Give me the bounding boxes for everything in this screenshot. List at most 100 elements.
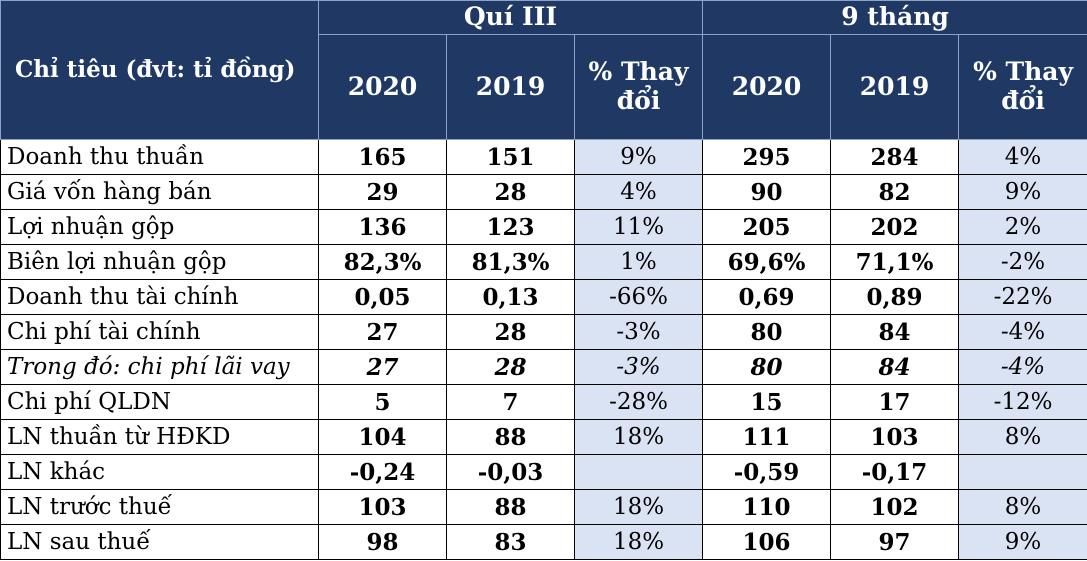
q3-pct-cell: 18%: [573, 419, 704, 455]
q3-pct-cell: [573, 454, 704, 490]
q3-pct-cell: 1%: [573, 244, 704, 280]
9m-2020-cell: 90: [702, 174, 832, 210]
9m-2020-cell: 106: [702, 524, 832, 560]
q3-2020-cell: 136: [318, 209, 447, 245]
q3-pct-cell: -66%: [573, 279, 704, 315]
q3-2020-cell: 27: [318, 349, 447, 385]
q3-2019-cell: 83: [446, 524, 575, 560]
9m-2020-cell: 111: [702, 419, 832, 455]
9m-2020-cell: 80: [702, 349, 832, 385]
q3-2020-cell: 104: [318, 419, 447, 455]
9m-2020-cell: 295: [702, 139, 832, 175]
q3-2020-cell: 82,3%: [318, 244, 447, 280]
q3-2020-cell: -0,24: [318, 454, 447, 490]
9m-pct-cell: -12%: [958, 384, 1087, 420]
9m-pct-cell: -4%: [958, 349, 1087, 385]
9m-2019-cell: 82: [830, 174, 960, 210]
9m-2019-cell: 103: [830, 419, 960, 455]
9m-pct-cell: -2%: [958, 244, 1087, 280]
row-name: Biên lợi nhuận gộp: [0, 244, 319, 280]
9m-2020-cell: 80: [702, 314, 832, 350]
9m-2019-cell: 102: [830, 489, 960, 525]
9m-2019-cell: -0,17: [830, 454, 960, 490]
row-name: Lợi nhuận gộp: [0, 209, 319, 245]
row-name: LN thuần từ HĐKD: [0, 419, 319, 455]
table-row: LN thuần từ HĐKD 104 88 18% 111 103 8%: [0, 419, 1087, 455]
q3-2020-cell: 165: [318, 139, 447, 175]
q3-2020-cell: 98: [318, 524, 447, 560]
9m-2020-cell: 15: [702, 384, 832, 420]
9m-pct-cell: 9%: [958, 174, 1087, 210]
9m-pct-cell: 8%: [958, 489, 1087, 525]
9m-2019-cell: 71,1%: [830, 244, 960, 280]
9m-2019-cell: 84: [830, 349, 960, 385]
row-name: LN khác: [0, 454, 319, 490]
9m-pct-cell: 8%: [958, 419, 1087, 455]
q3-2019-cell: 88: [446, 489, 575, 525]
q3-2019-header: 2019: [446, 34, 575, 140]
9m-pct-cell: 9%: [958, 524, 1087, 560]
q3-pct-cell: -3%: [573, 314, 704, 350]
q3-pct-cell: 11%: [573, 209, 704, 245]
9m-pct-cell: -22%: [958, 279, 1087, 315]
9m-2019-cell: 84: [830, 314, 960, 350]
row-name: Chi phí QLDN: [0, 384, 319, 420]
table-row: LN sau thuế 98 83 18% 106 97 9%: [0, 524, 1087, 560]
9m-pct-cell: [958, 454, 1087, 490]
q3-2020-cell: 27: [318, 314, 447, 350]
table-row: Biên lợi nhuận gộp 82,3% 81,3% 1% 69,6% 71,1%…: [0, 244, 1087, 280]
table-row: Lợi nhuận gộp 136 123 11% 205 202 2%: [0, 209, 1087, 245]
9m-2019-header: 2019: [830, 34, 960, 140]
q3-pct-cell: -3%: [573, 349, 704, 385]
row-name: Doanh thu thuần: [0, 139, 319, 175]
q3-pct-cell: 4%: [573, 174, 704, 210]
9m-2019-cell: 202: [830, 209, 960, 245]
row-label-header: Chỉ tiêu (đvt: tỉ đồng): [0, 0, 319, 140]
row-name: Chi phí tài chính: [0, 314, 319, 350]
q3-2019-cell: 81,3%: [446, 244, 575, 280]
q3-group-header: Quí III: [317, 0, 704, 35]
q3-pct-cell: 18%: [573, 489, 704, 525]
table-row: Doanh thu tài chính 0,05 0,13 -66% 0,69 0,89-…: [0, 279, 1087, 315]
9m-pct-cell: -4%: [958, 314, 1087, 350]
q3-pct-cell: 18%: [573, 524, 704, 560]
q3-2019-cell: 28: [446, 314, 575, 350]
table-row: LN khác -0,24 -0,03 -0,59 -0,17: [0, 454, 1087, 490]
9m-2020-cell: 69,6%: [702, 244, 832, 280]
q3-2020-cell: 103: [318, 489, 447, 525]
q3-2020-cell: 5: [318, 384, 447, 420]
table-row: Chi phí QLDN 5 7 -28% 15 17 -12%: [0, 384, 1087, 420]
9m-2019-cell: 17: [830, 384, 960, 420]
9m-2020-header: 2020: [702, 34, 832, 140]
q3-pct-cell: -28%: [573, 384, 704, 420]
9m-pct-header: % Thay đổi: [958, 34, 1087, 140]
q3-2019-cell: 88: [446, 419, 575, 455]
q3-2020-header: 2020: [318, 34, 447, 140]
table-row: Trong đó: chi phí lãi vay 27 28 -3% 80 84 -4%: [0, 349, 1087, 385]
9m-2020-cell: 110: [702, 489, 832, 525]
table-row: LN trước thuế 103 88 18% 110 102 8%: [0, 489, 1087, 525]
9m-2020-cell: -0,59: [702, 454, 832, 490]
row-name: LN trước thuế: [0, 489, 319, 525]
9m-pct-cell: 4%: [958, 139, 1087, 175]
9m-2019-cell: 284: [830, 139, 960, 175]
q3-2019-cell: -0,03: [446, 454, 575, 490]
q3-2019-cell: 151: [446, 139, 575, 175]
9m-group-header: 9 tháng: [702, 0, 1087, 35]
row-name: LN sau thuế: [0, 524, 319, 560]
q3-pct-cell: 9%: [573, 139, 704, 175]
9m-2020-cell: 205: [702, 209, 832, 245]
row-name: Doanh thu tài chính: [0, 279, 319, 315]
q3-2019-cell: 0,13: [446, 279, 575, 315]
q3-2019-cell: 7: [446, 384, 575, 420]
q3-pct-header: % Thay đổi: [573, 34, 704, 140]
9m-2019-cell: 0,89: [830, 279, 960, 315]
row-name: Trong đó: chi phí lãi vay: [0, 349, 319, 385]
q3-2020-cell: 0,05: [318, 279, 447, 315]
table-row: Chi phí tài chính 27 28 -3% 80 84 -4%: [0, 314, 1087, 350]
9m-pct-cell: 2%: [958, 209, 1087, 245]
q3-2019-cell: 123: [446, 209, 575, 245]
table-row: Giá vốn hàng bán 29 28 4% 90 82 9%: [0, 174, 1087, 210]
row-name: Giá vốn hàng bán: [0, 174, 319, 210]
